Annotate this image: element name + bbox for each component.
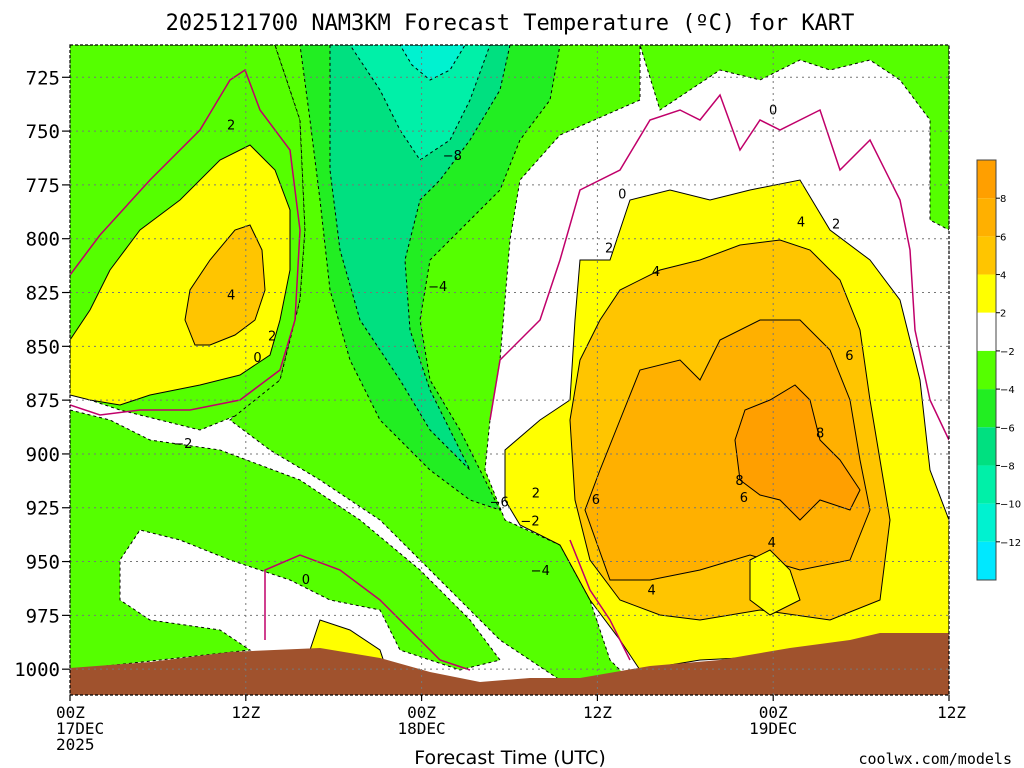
colorbar-bin-4 <box>977 312 996 351</box>
x-tick-label-2-1: 00Z <box>407 703 436 722</box>
zero-line-left <box>70 68 301 416</box>
contour-label-24: 4 <box>647 584 655 599</box>
x-tick-label-0-2: 17DEC <box>56 719 104 738</box>
y-tick-label-6: 875 <box>26 390 60 412</box>
y-tick-label-3: 800 <box>26 229 60 251</box>
warm-region-right-8 <box>734 384 861 521</box>
colorbar: 8 6 4 2 −2 −4 −6 −8 −10 −12 <box>976 159 1021 581</box>
colorbar-tick-label-2: 4 <box>1000 271 1006 282</box>
contour-label-1: 4 <box>227 289 235 304</box>
colorbar-bin-8 <box>977 465 996 504</box>
contour-label-9: −2 <box>520 515 539 530</box>
warm-region-left-2 <box>70 144 291 406</box>
colorbar-bin-1 <box>977 198 996 237</box>
contour-label-6: −8 <box>443 149 462 164</box>
contour-label-2: 2 <box>268 330 276 345</box>
colorbar-bin-7 <box>977 427 996 466</box>
x-tick-label-5-1: 12Z <box>937 703 966 722</box>
x-tick-label-0-3: 2025 <box>56 735 95 754</box>
contour-label-10: 2 <box>532 487 540 502</box>
contour-label-3: 0 <box>253 351 261 366</box>
contour-label-15: 0 <box>769 104 777 119</box>
warm-pocket-4 <box>749 549 801 616</box>
y-tick-label-2: 775 <box>26 175 60 197</box>
contour-label-13: 2 <box>605 241 613 256</box>
contour-label-12: 0 <box>618 188 626 203</box>
y-tick-label-5: 850 <box>26 336 60 358</box>
contour-label-20: 8 <box>816 426 824 441</box>
cold-band-lower-left <box>70 409 501 671</box>
colorbar-tick-label-0: 8 <box>1000 194 1006 205</box>
colorbar-bin-2 <box>977 236 996 275</box>
x-tick-label-1-1: 12Z <box>231 703 260 722</box>
zero-line-bottom <box>264 554 471 671</box>
y-tick-label-11: 1000 <box>14 659 60 681</box>
y-tick-label-10: 975 <box>26 605 60 627</box>
y-axis: 725 750 775 800 825 850 875 900 925 950 975 1000 <box>14 67 70 681</box>
ground-surface <box>70 633 949 695</box>
y-tick-label-0: 725 <box>26 67 60 89</box>
contour-label-14: 4 <box>652 265 660 280</box>
warm-region-left-4 <box>184 224 266 346</box>
colorbar-tick-label-6: −6 <box>1000 423 1015 434</box>
x-tick-label-2-2: 18DEC <box>398 719 446 738</box>
colorbar-tick-label-7: −8 <box>1000 461 1015 472</box>
contour-label-19: 6 <box>845 349 853 364</box>
contour-label-4: −2 <box>173 437 192 452</box>
contour-label-0: 2 <box>227 119 235 134</box>
temperature-field <box>70 45 949 695</box>
zero-line-lower-right <box>569 539 631 661</box>
contour-label-21: 8 <box>735 474 743 489</box>
plot-frame <box>69 44 950 696</box>
colorbar-tick-label-1: 6 <box>1000 232 1006 243</box>
cold-region-minus12 <box>399 45 466 81</box>
credit-text: coolwx.com/models <box>858 750 1012 768</box>
y-tick-label-9: 950 <box>26 552 60 574</box>
grid-lines <box>69 45 950 695</box>
cold-region-minus8 <box>329 45 511 471</box>
colorbar-bin-10 <box>977 541 996 580</box>
colorbar-frame <box>976 159 997 581</box>
contour-label-11: −4 <box>531 564 550 579</box>
contour-label-7: −4 <box>428 280 447 295</box>
chart-title: 2025121700 NAM3KM Forecast Temperature (… <box>166 11 855 36</box>
cold-region-minus10 <box>349 45 491 161</box>
x-axis-label: Forecast Time (UTC) <box>414 747 605 768</box>
contour-label-16: 4 <box>797 215 805 230</box>
contour-label-18: 6 <box>592 493 600 508</box>
contour-label-8: −6 <box>490 495 509 510</box>
colorbar-tick-label-9: −12 <box>1000 538 1021 549</box>
y-tick-label-7: 900 <box>26 444 60 466</box>
y-tick-label-8: 925 <box>26 498 60 520</box>
colorbar-tick-label-5: −4 <box>1000 385 1015 396</box>
x-tick-label-4-1: 00Z <box>759 703 788 722</box>
colorbar-bin-6 <box>977 389 996 428</box>
colorbar-bin-0 <box>977 160 996 199</box>
contour-label-23: 4 <box>768 536 776 551</box>
cold-band-upper-right <box>639 45 949 231</box>
zero-line-right <box>489 93 949 441</box>
x-tick-label-0-1: 00Z <box>56 703 85 722</box>
colorbar-bin-5 <box>977 350 996 390</box>
colorbar-tick-label-3: 2 <box>1000 309 1006 320</box>
contour-label-5: 0 <box>302 573 310 588</box>
contour-label-22: 6 <box>740 491 748 506</box>
contour-label-17: 2 <box>832 218 840 233</box>
colorbar-bin-3 <box>977 274 996 313</box>
colorbar-bin-9 <box>977 503 996 542</box>
colorbar-tick-label-4: −2 <box>1000 347 1015 358</box>
zero-isotherm-lines <box>70 68 949 671</box>
y-tick-label-1: 750 <box>26 121 60 143</box>
y-tick-label-4: 825 <box>26 283 60 305</box>
x-tick-label-3-1: 12Z <box>583 703 612 722</box>
colorbar-tick-label-8: −10 <box>1000 500 1021 511</box>
x-tick-label-4-2: 19DEC <box>749 719 797 738</box>
